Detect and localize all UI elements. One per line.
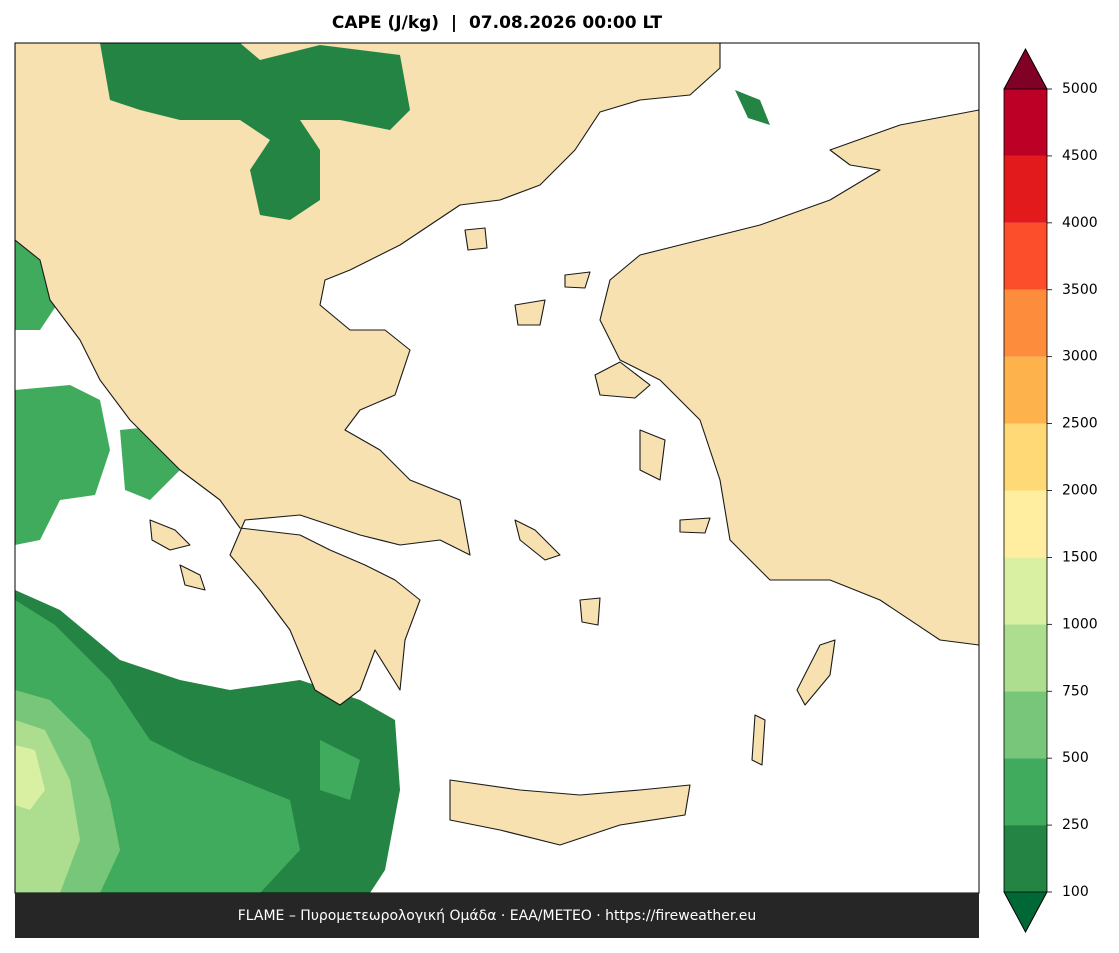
crete [449,779,691,846]
island [679,517,711,534]
island [796,639,836,706]
colorbar-segment [1004,289,1047,357]
colorbar-segment [1004,557,1047,625]
island [594,361,651,399]
colorbar-tick-label: 100 [1062,884,1089,900]
map-title: CAPE (J/kg) | 07.08.2026 00:00 LT [332,13,663,33]
colorbar-tick-label: 2000 [1062,483,1098,499]
colorbar-tick-label: 4000 [1062,215,1098,231]
colorbar-segment [1004,155,1047,223]
colorbar-tick-label: 750 [1062,683,1089,699]
island [579,597,601,626]
colorbar-segment [1004,758,1047,826]
colorbar-tick-label: 1000 [1062,616,1098,632]
colorbar: 100 250 500 750 1000 1500 2000 2500 3000 3500 4000… [1003,48,1098,933]
island [514,519,561,561]
colorbar-segment [1004,691,1047,759]
mainland-greece [15,43,721,706]
colorbar-segment [1004,624,1047,692]
colorbar-tick-label: 3000 [1062,349,1098,365]
colorbar-extend-under [1003,891,1048,933]
map-area [15,43,979,893]
colorbar-tick-label: 1500 [1062,549,1098,565]
colorbar-extend-over [1003,48,1048,90]
colorbar-tick-label: 2500 [1062,416,1098,432]
cape-field [15,385,110,545]
colorbar-segment [1004,825,1047,892]
turkey [599,43,979,646]
cape-field [15,745,45,810]
cape-field [735,90,770,125]
colorbar-tick-label: 4500 [1062,148,1098,164]
colorbar-tick-label: 5000 [1062,81,1098,97]
footer-text: FLAME – Πυρομετεωρολογική Ομάδα · ΕΑΑ/ME… [238,908,757,924]
island [639,429,666,481]
cape-field [320,740,360,800]
colorbar-tick-label: 250 [1062,817,1089,833]
colorbar-tick-label: 3500 [1062,282,1098,298]
island [564,271,591,289]
cape-field [100,43,410,220]
colorbar-segment [1004,222,1047,290]
colorbar-segment [1004,423,1047,491]
island [464,227,488,251]
island [179,564,206,591]
island [514,299,546,326]
colorbar-segment [1004,490,1047,558]
colorbar-tick-label: 500 [1062,750,1089,766]
colorbar-segment [1004,356,1047,424]
island [149,519,191,551]
footer-band [15,893,979,938]
colorbar-segment [1004,89,1047,156]
island [751,714,766,766]
